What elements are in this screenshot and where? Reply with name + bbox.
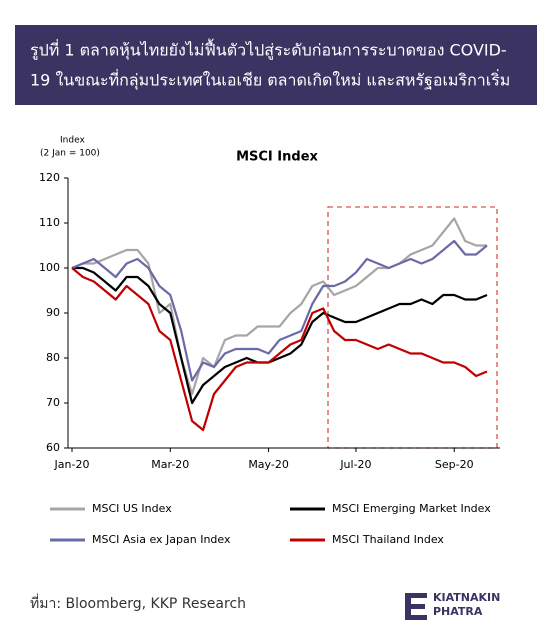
x-tick-label: Jan-20	[54, 458, 90, 471]
series-line	[71, 217, 487, 396]
legend-label: MSCI Emerging Market Index	[332, 502, 491, 515]
legend-label: MSCI US Index	[92, 502, 172, 515]
legend-label: MSCI Thailand Index	[332, 533, 444, 546]
y-tick-label: 120	[39, 171, 60, 184]
series-line	[71, 267, 488, 432]
x-tick-label: Mar-20	[151, 458, 189, 471]
highlight-box	[327, 206, 498, 449]
y-label: Index	[60, 136, 85, 146]
y-tick-label: 70	[46, 396, 60, 409]
logo-text: KIATNAKIN	[433, 591, 500, 604]
series-line	[71, 239, 488, 382]
x-tick-label: Sep-20	[435, 458, 474, 471]
y-tick-label: 100	[39, 261, 60, 274]
series-line	[72, 266, 488, 405]
y-tick-label: 90	[46, 306, 60, 319]
heading-line: 19 ในขณะที่กลุ่มประเทศในเอเชีย ตลาดเกิดใ…	[30, 69, 510, 91]
y-tick-label: 110	[39, 216, 60, 229]
heading-line: รูปที่ 1 ตลาดหุ้นไทยยังไม่ฟื้นตัวไปสู่ระ…	[30, 39, 507, 61]
logo: KIATNAKIN PHATRA	[405, 591, 500, 620]
source: ที่มา: Bloomberg, KKP Research	[30, 594, 246, 612]
x-tick-label: Jul-20	[339, 458, 371, 471]
logo-icon	[405, 593, 427, 620]
y-label: (2 Jan = 100)	[40, 149, 100, 159]
logo-text: PHATRA	[433, 605, 483, 618]
chart-title: MSCI Index	[236, 150, 318, 165]
header-box	[15, 25, 537, 105]
x-tick-label: May-20	[248, 458, 289, 471]
legend-label: MSCI Asia ex Japan Index	[92, 533, 231, 546]
y-tick-label: 80	[46, 351, 60, 364]
y-tick-label: 60	[46, 441, 60, 454]
